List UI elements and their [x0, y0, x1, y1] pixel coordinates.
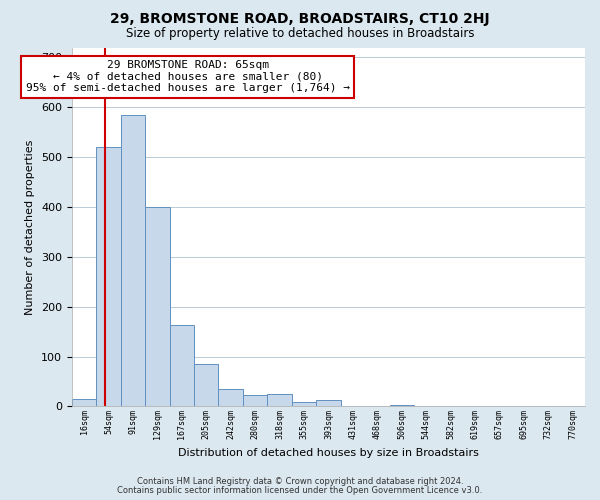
Bar: [96, 147, 121, 406]
Text: Contains public sector information licensed under the Open Government Licence v3: Contains public sector information licen…: [118, 486, 482, 495]
Bar: [72, 399, 96, 406]
Bar: [145, 207, 170, 406]
Text: Size of property relative to detached houses in Broadstairs: Size of property relative to detached ho…: [126, 28, 474, 40]
Text: 29, BROMSTONE ROAD, BROADSTAIRS, CT10 2HJ: 29, BROMSTONE ROAD, BROADSTAIRS, CT10 2H…: [110, 12, 490, 26]
Bar: [292, 402, 316, 406]
Bar: [218, 389, 243, 406]
Bar: [121, 115, 145, 406]
X-axis label: Distribution of detached houses by size in Broadstairs: Distribution of detached houses by size …: [178, 448, 479, 458]
Text: Contains HM Land Registry data © Crown copyright and database right 2024.: Contains HM Land Registry data © Crown c…: [137, 477, 463, 486]
Text: 29 BROMSTONE ROAD: 65sqm
← 4% of detached houses are smaller (80)
95% of semi-de: 29 BROMSTONE ROAD: 65sqm ← 4% of detache…: [26, 60, 350, 93]
Bar: [170, 325, 194, 406]
Bar: [316, 400, 341, 406]
Bar: [389, 405, 414, 406]
Bar: [194, 364, 218, 406]
Bar: [268, 394, 292, 406]
Bar: [243, 396, 268, 406]
Y-axis label: Number of detached properties: Number of detached properties: [25, 140, 35, 314]
